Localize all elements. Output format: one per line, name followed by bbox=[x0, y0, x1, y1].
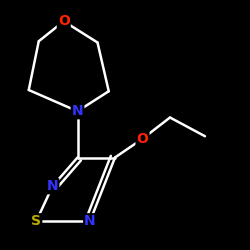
Text: N: N bbox=[84, 214, 96, 228]
Text: O: O bbox=[58, 14, 70, 28]
Text: N: N bbox=[47, 179, 58, 193]
Text: N: N bbox=[72, 104, 83, 118]
Text: O: O bbox=[136, 132, 148, 146]
Text: S: S bbox=[31, 214, 41, 228]
